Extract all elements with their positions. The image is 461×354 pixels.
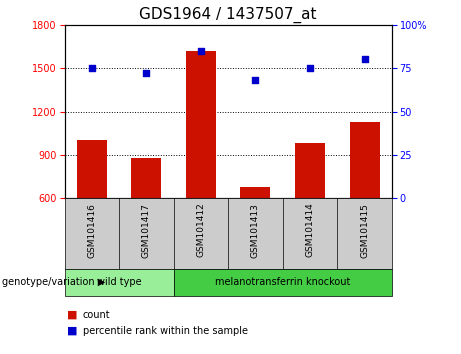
Text: count: count <box>83 310 111 320</box>
Text: wild type: wild type <box>97 277 142 287</box>
Text: ■: ■ <box>67 310 77 320</box>
Text: melanotransferrin knockout: melanotransferrin knockout <box>215 277 350 287</box>
Point <box>361 57 368 62</box>
Bar <box>349 122 379 198</box>
Bar <box>241 187 271 198</box>
Point <box>88 65 95 71</box>
Bar <box>186 51 216 198</box>
Text: ■: ■ <box>67 326 77 336</box>
Text: GSM101416: GSM101416 <box>87 202 96 258</box>
Bar <box>77 141 107 198</box>
Point <box>197 48 205 53</box>
Point <box>252 78 259 83</box>
Title: GDS1964 / 1437507_at: GDS1964 / 1437507_at <box>139 7 317 23</box>
Text: GSM101412: GSM101412 <box>196 203 206 257</box>
Text: GSM101413: GSM101413 <box>251 202 260 258</box>
Bar <box>131 158 161 198</box>
Point <box>142 70 150 76</box>
Bar <box>295 143 325 198</box>
Text: genotype/variation ▶: genotype/variation ▶ <box>2 277 106 287</box>
Text: GSM101414: GSM101414 <box>306 203 314 257</box>
Text: GSM101415: GSM101415 <box>360 202 369 258</box>
Bar <box>65 269 174 296</box>
Bar <box>174 269 392 296</box>
Point <box>306 65 313 71</box>
Text: percentile rank within the sample: percentile rank within the sample <box>83 326 248 336</box>
Text: GSM101417: GSM101417 <box>142 202 151 258</box>
